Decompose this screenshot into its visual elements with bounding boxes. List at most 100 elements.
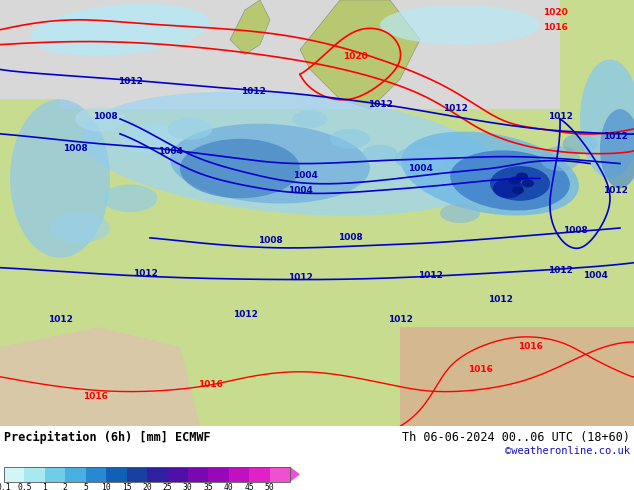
Text: 1012: 1012 bbox=[418, 270, 443, 280]
Ellipse shape bbox=[103, 184, 157, 212]
Bar bbox=[209, 467, 229, 482]
Bar bbox=[0, 109, 634, 278]
Bar bbox=[45, 467, 65, 482]
Text: 1012: 1012 bbox=[387, 315, 413, 324]
Bar bbox=[65, 467, 86, 482]
Text: 1012: 1012 bbox=[602, 186, 628, 196]
Text: 1012: 1012 bbox=[548, 112, 573, 121]
Ellipse shape bbox=[493, 178, 523, 198]
Ellipse shape bbox=[490, 166, 550, 201]
Ellipse shape bbox=[75, 107, 125, 131]
Text: 1012: 1012 bbox=[443, 104, 467, 113]
Ellipse shape bbox=[509, 176, 521, 184]
Text: Precipitation (6h) [mm] ECMWF: Precipitation (6h) [mm] ECMWF bbox=[4, 431, 210, 444]
Text: 1016: 1016 bbox=[82, 392, 107, 400]
Text: 1012: 1012 bbox=[548, 266, 573, 274]
Ellipse shape bbox=[363, 145, 398, 163]
Text: ©weatheronline.co.uk: ©weatheronline.co.uk bbox=[505, 445, 630, 456]
Ellipse shape bbox=[562, 134, 597, 154]
Text: 10: 10 bbox=[101, 483, 111, 490]
Bar bbox=[560, 0, 634, 178]
Ellipse shape bbox=[10, 99, 110, 258]
Polygon shape bbox=[230, 0, 270, 54]
Bar bbox=[167, 467, 188, 482]
Text: 0.1: 0.1 bbox=[0, 483, 11, 490]
Bar bbox=[106, 467, 127, 482]
Text: 20: 20 bbox=[142, 483, 152, 490]
Bar bbox=[400, 327, 634, 426]
Bar bbox=[0, 228, 634, 426]
Text: 1004: 1004 bbox=[158, 147, 183, 156]
Text: 1012: 1012 bbox=[240, 87, 266, 96]
Text: 1008: 1008 bbox=[63, 144, 87, 153]
Ellipse shape bbox=[522, 179, 534, 187]
Bar bbox=[249, 467, 269, 482]
Ellipse shape bbox=[450, 150, 570, 211]
Ellipse shape bbox=[30, 4, 210, 56]
Bar bbox=[0, 0, 634, 109]
Text: 1004: 1004 bbox=[292, 172, 318, 180]
Text: 1016: 1016 bbox=[543, 23, 567, 32]
Text: 1012: 1012 bbox=[117, 77, 143, 86]
Ellipse shape bbox=[167, 118, 212, 140]
Bar bbox=[0, 99, 60, 327]
Text: 1008: 1008 bbox=[93, 112, 117, 121]
Text: 1: 1 bbox=[42, 483, 48, 490]
Polygon shape bbox=[290, 467, 300, 482]
Text: 2: 2 bbox=[63, 483, 68, 490]
Text: 35: 35 bbox=[204, 483, 213, 490]
Text: 50: 50 bbox=[265, 483, 275, 490]
Ellipse shape bbox=[516, 172, 528, 180]
Bar bbox=[188, 467, 209, 482]
Text: 1012: 1012 bbox=[133, 269, 157, 278]
Bar bbox=[229, 467, 249, 482]
Ellipse shape bbox=[380, 5, 540, 45]
Ellipse shape bbox=[292, 110, 328, 128]
Text: 1012: 1012 bbox=[368, 100, 392, 109]
Ellipse shape bbox=[330, 129, 370, 148]
Text: 25: 25 bbox=[162, 483, 172, 490]
Text: 30: 30 bbox=[183, 483, 193, 490]
Bar bbox=[25, 467, 45, 482]
Ellipse shape bbox=[120, 124, 180, 154]
Polygon shape bbox=[0, 327, 200, 426]
Ellipse shape bbox=[50, 213, 110, 243]
Ellipse shape bbox=[81, 92, 499, 216]
Bar bbox=[269, 467, 290, 482]
Bar bbox=[86, 467, 106, 482]
Text: 1016: 1016 bbox=[467, 365, 493, 374]
Text: 15: 15 bbox=[122, 483, 131, 490]
Ellipse shape bbox=[395, 146, 445, 171]
Ellipse shape bbox=[401, 131, 579, 216]
Text: 1020: 1020 bbox=[342, 52, 367, 61]
Ellipse shape bbox=[600, 109, 634, 188]
Bar bbox=[4, 467, 25, 482]
Text: 1012: 1012 bbox=[288, 272, 313, 282]
Text: 1016: 1016 bbox=[517, 342, 543, 351]
Text: 45: 45 bbox=[244, 483, 254, 490]
Text: 40: 40 bbox=[224, 483, 233, 490]
Text: 1012: 1012 bbox=[233, 310, 257, 319]
Ellipse shape bbox=[580, 59, 634, 178]
Text: 1008: 1008 bbox=[562, 226, 587, 235]
Text: 1012: 1012 bbox=[488, 295, 512, 304]
Text: 1012: 1012 bbox=[602, 132, 628, 141]
Bar bbox=[127, 467, 147, 482]
Text: 1004: 1004 bbox=[583, 270, 607, 280]
Ellipse shape bbox=[170, 123, 370, 203]
Ellipse shape bbox=[540, 146, 580, 171]
Text: 1008: 1008 bbox=[257, 236, 282, 245]
Ellipse shape bbox=[512, 186, 524, 195]
Text: 5: 5 bbox=[83, 483, 88, 490]
Ellipse shape bbox=[440, 203, 480, 223]
Ellipse shape bbox=[180, 139, 300, 198]
Text: 0.5: 0.5 bbox=[17, 483, 32, 490]
Text: 1004: 1004 bbox=[408, 164, 432, 172]
Text: 1016: 1016 bbox=[198, 380, 223, 389]
Polygon shape bbox=[300, 0, 420, 109]
Bar bbox=[147, 467, 167, 482]
Bar bbox=[4, 467, 290, 482]
Text: 1020: 1020 bbox=[543, 8, 567, 17]
Text: 1004: 1004 bbox=[288, 186, 313, 196]
Text: 1008: 1008 bbox=[338, 233, 363, 242]
